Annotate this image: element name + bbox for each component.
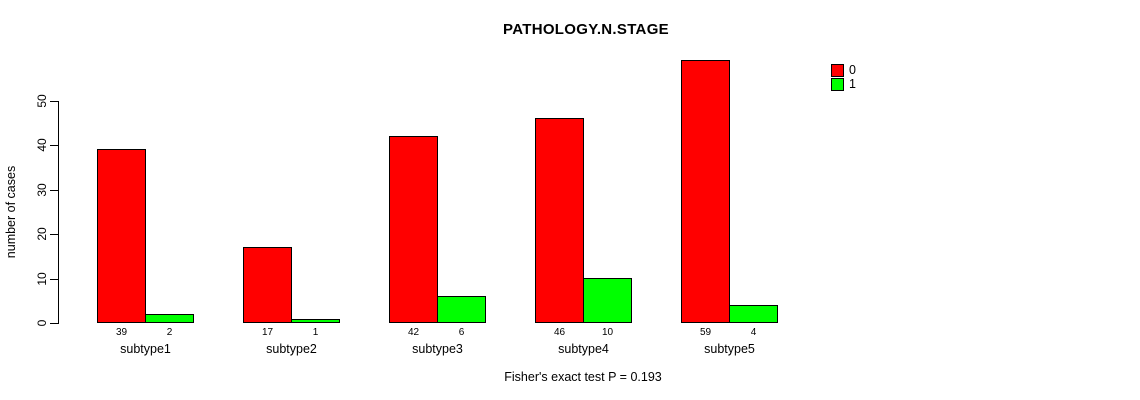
category-label-subtype1: subtype1	[120, 342, 171, 356]
bar-value-label: 39	[115, 327, 128, 338]
y-tick-label: 50	[35, 94, 49, 108]
bar-subtype2-series-0	[243, 247, 292, 323]
chart-title: PATHOLOGY.N.STAGE	[503, 21, 669, 38]
legend-swatch-icon	[831, 78, 844, 91]
category-label-subtype2: subtype2	[266, 342, 317, 356]
bar-subtype5-series-1	[729, 305, 778, 323]
legend-label: 1	[849, 77, 856, 91]
y-axis-tick	[50, 323, 58, 324]
bar-subtype4-series-1	[583, 278, 632, 323]
bar-subtype1-series-0	[97, 149, 146, 323]
bar-value-label: 59	[699, 327, 712, 338]
bar-value-label: 4	[750, 327, 757, 338]
y-tick-label: 20	[35, 227, 49, 241]
y-axis-line	[58, 100, 59, 324]
y-axis-tick	[50, 145, 58, 146]
bar-subtype3-series-1	[437, 296, 486, 323]
legend-label: 0	[849, 63, 856, 77]
bar-value-label: 10	[601, 327, 614, 338]
y-axis-label: number of cases	[4, 165, 18, 259]
bar-value-label: 2	[166, 327, 173, 338]
y-axis-tick	[50, 190, 58, 191]
bar-subtype4-series-0	[535, 118, 584, 323]
y-tick-label: 0	[35, 319, 49, 327]
legend-swatch-icon	[831, 64, 844, 77]
bar-subtype3-series-0	[389, 136, 438, 323]
y-tick-label: 10	[35, 272, 49, 286]
bar-subtype2-series-1	[291, 319, 340, 323]
footer-annotation: Fisher's exact test P = 0.193	[504, 370, 662, 384]
bar-value-label: 42	[407, 327, 420, 338]
y-axis-tick	[50, 279, 58, 280]
legend-item-1: 1	[831, 78, 856, 91]
category-label-subtype5: subtype5	[704, 342, 755, 356]
legend-item-0: 0	[831, 64, 856, 77]
bar-subtype1-series-1	[145, 314, 194, 323]
y-axis-tick	[50, 101, 58, 102]
y-tick-label: 40	[35, 138, 49, 152]
category-label-subtype4: subtype4	[558, 342, 609, 356]
y-axis-tick	[50, 234, 58, 235]
bar-value-label: 1	[312, 327, 319, 338]
bar-value-label: 6	[458, 327, 465, 338]
category-label-subtype3: subtype3	[412, 342, 463, 356]
bar-value-label: 17	[261, 327, 274, 338]
bar-value-label: 46	[553, 327, 566, 338]
y-tick-label: 30	[35, 183, 49, 197]
bar-subtype5-series-0	[681, 60, 730, 323]
